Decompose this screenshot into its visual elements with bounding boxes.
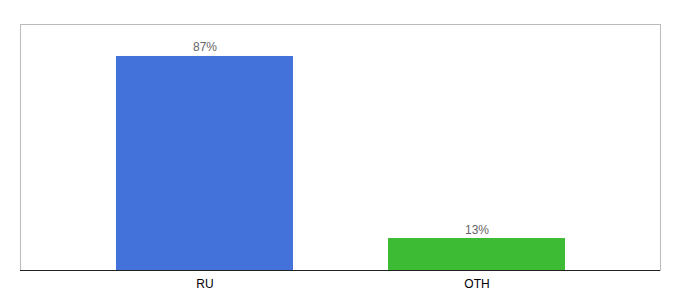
svg-text:87%: 87% [193, 40, 217, 54]
svg-text:OTH: OTH [464, 277, 489, 291]
svg-text:13%: 13% [465, 223, 489, 237]
svg-text:RU: RU [196, 277, 213, 291]
